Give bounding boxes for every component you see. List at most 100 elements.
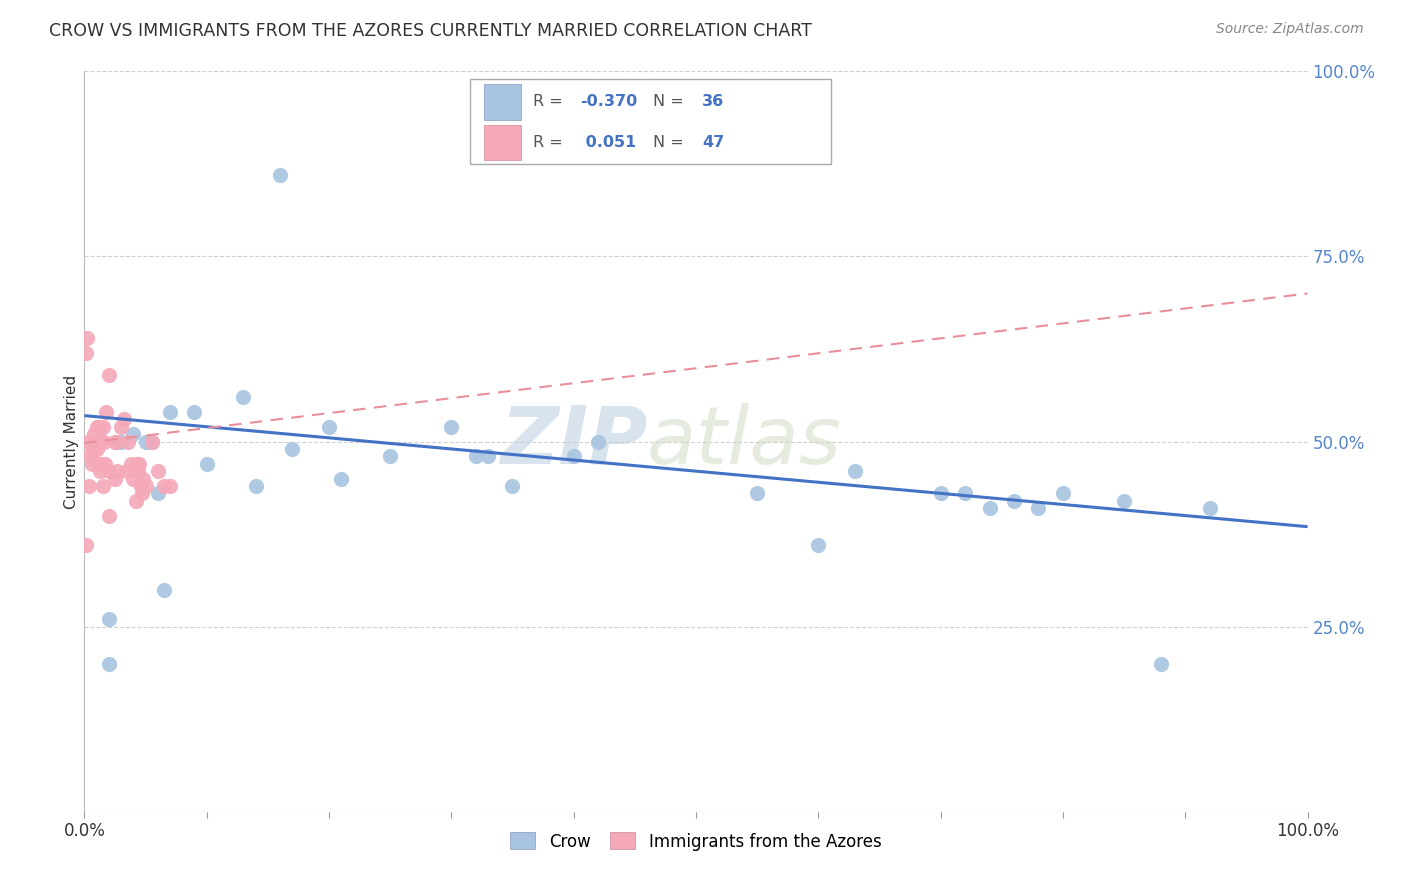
FancyBboxPatch shape	[470, 78, 831, 164]
Point	[131, 486, 153, 500]
Point	[94, 457, 117, 471]
Point	[110, 419, 132, 434]
Point	[562, 450, 585, 464]
Point	[146, 486, 169, 500]
Point	[135, 479, 157, 493]
Point	[91, 479, 114, 493]
Legend: Crow, Immigrants from the Azores: Crow, Immigrants from the Azores	[502, 824, 890, 859]
Text: 47: 47	[702, 135, 724, 150]
Point	[79, 450, 101, 464]
Text: R =: R =	[533, 135, 568, 150]
Point	[141, 434, 163, 449]
Point	[83, 427, 105, 442]
Point	[82, 442, 104, 456]
Point	[125, 457, 148, 471]
Point	[747, 486, 769, 500]
Bar	[484, 125, 522, 161]
Text: 0.051: 0.051	[579, 135, 636, 150]
Point	[117, 434, 139, 449]
Point	[1052, 486, 1074, 500]
Text: N =: N =	[654, 135, 689, 150]
Point	[122, 471, 145, 485]
Point	[75, 538, 97, 552]
Point	[77, 434, 100, 449]
Point	[132, 471, 155, 485]
Point	[929, 486, 952, 500]
Text: N =: N =	[654, 95, 689, 109]
Point	[93, 434, 115, 449]
Point	[122, 427, 145, 442]
Point	[1114, 493, 1136, 508]
Point	[380, 450, 402, 464]
Point	[153, 479, 176, 493]
Point	[77, 479, 100, 493]
Point	[953, 486, 976, 500]
Point	[269, 168, 291, 182]
Point	[318, 419, 340, 434]
Point	[115, 464, 138, 478]
Point	[330, 471, 353, 485]
Text: ZIP: ZIP	[499, 402, 647, 481]
Point	[97, 612, 120, 626]
Point	[105, 464, 128, 478]
Point	[135, 434, 157, 449]
Point	[586, 434, 609, 449]
Point	[89, 464, 111, 478]
Bar	[484, 84, 522, 120]
Point	[128, 457, 150, 471]
Point	[281, 442, 304, 456]
Point	[183, 405, 205, 419]
Point	[91, 419, 114, 434]
Point	[96, 405, 118, 419]
Point	[104, 434, 127, 449]
Point	[844, 464, 866, 478]
Point	[76, 331, 98, 345]
Point	[1002, 493, 1025, 508]
Point	[245, 479, 267, 493]
Point	[159, 479, 181, 493]
Point	[110, 434, 132, 449]
Point	[97, 464, 120, 478]
Point	[112, 412, 135, 426]
Text: Source: ZipAtlas.com: Source: ZipAtlas.com	[1216, 22, 1364, 37]
Point	[120, 457, 142, 471]
Text: 36: 36	[702, 95, 724, 109]
Point	[979, 501, 1001, 516]
Point	[232, 390, 254, 404]
Text: -0.370: -0.370	[579, 95, 637, 109]
Point	[1150, 657, 1173, 671]
Point	[125, 493, 148, 508]
Point	[86, 419, 108, 434]
Point	[75, 345, 97, 359]
Point	[90, 457, 112, 471]
Point	[80, 457, 103, 471]
Point	[1028, 501, 1050, 516]
Point	[89, 434, 111, 449]
Point	[195, 457, 218, 471]
Point	[105, 434, 128, 449]
Point	[502, 479, 524, 493]
Point	[86, 442, 108, 456]
Point	[477, 450, 499, 464]
Point	[129, 479, 152, 493]
Point	[146, 464, 169, 478]
Point	[86, 457, 108, 471]
Point	[440, 419, 463, 434]
Point	[153, 582, 176, 597]
Y-axis label: Currently Married: Currently Married	[63, 375, 79, 508]
Text: atlas: atlas	[647, 402, 842, 481]
Point	[97, 508, 120, 523]
Point	[127, 464, 149, 478]
Point	[807, 538, 830, 552]
Text: R =: R =	[533, 95, 568, 109]
Point	[464, 450, 486, 464]
Point	[159, 405, 181, 419]
Point	[84, 434, 107, 449]
Point	[87, 419, 110, 434]
Point	[1198, 501, 1220, 516]
Point	[141, 434, 163, 449]
Text: CROW VS IMMIGRANTS FROM THE AZORES CURRENTLY MARRIED CORRELATION CHART: CROW VS IMMIGRANTS FROM THE AZORES CURRE…	[49, 22, 813, 40]
Point	[104, 471, 127, 485]
Point	[97, 368, 120, 382]
Point	[97, 657, 120, 671]
